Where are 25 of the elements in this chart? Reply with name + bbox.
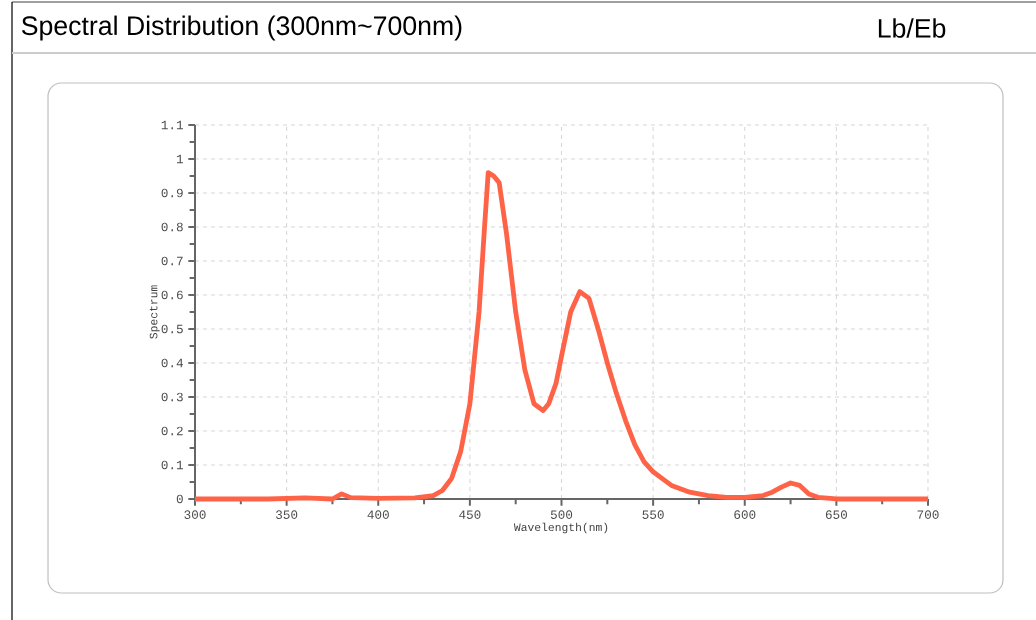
x-tick-label: 300 [184, 510, 206, 519]
x-tick-label: 500 [550, 510, 573, 519]
y-tick-label: 0.9 [161, 188, 183, 198]
y-tick-label: 0.8 [161, 222, 183, 232]
chart-title: Spectral Distribution (300nm~700nm) [21, 15, 462, 41]
y-tick-label: 1.1 [161, 120, 184, 130]
y-tick-label: 0.4 [161, 358, 183, 368]
x-tick-label: 450 [459, 510, 481, 519]
x-tick-label: 550 [642, 510, 664, 519]
y-tick-label: 1 [176, 154, 184, 164]
x-tick-label: 600 [734, 510, 756, 519]
y-tick-label: 0.7 [161, 256, 183, 266]
y-tick-label: 0.1 [161, 460, 184, 470]
y-tick-label: 0.6 [161, 290, 183, 300]
y-axis-title: Spectrum [149, 285, 160, 339]
y-tick-label: 0.5 [161, 324, 183, 334]
x-tick-label: 700 [917, 510, 939, 519]
x-axis-title: Wavelength(nm) [513, 522, 608, 534]
x-tick-label: 650 [825, 510, 847, 519]
x-tick-label: 350 [276, 510, 298, 519]
y-tick-label: 0 [176, 494, 183, 504]
x-tick-label: 400 [367, 510, 389, 519]
y-tick-label: 0.2 [161, 426, 183, 436]
text: Lb/Eb [878, 18, 946, 38]
y-tick-label: 0.3 [161, 392, 183, 402]
